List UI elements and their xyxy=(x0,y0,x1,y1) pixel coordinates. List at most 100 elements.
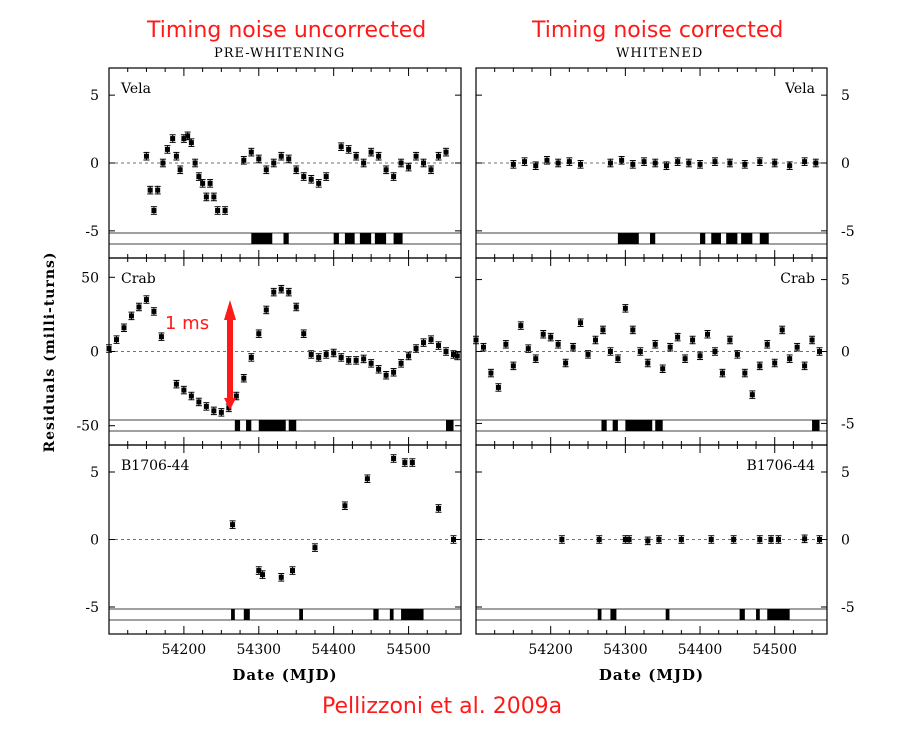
data-point xyxy=(375,151,382,161)
data-marker xyxy=(421,160,427,166)
data-point xyxy=(214,206,221,215)
data-marker xyxy=(667,344,673,350)
data-marker xyxy=(278,574,284,580)
data-marker xyxy=(742,370,748,376)
data-point xyxy=(570,342,577,352)
data-marker xyxy=(391,369,397,375)
right-column-title: Timing noise corrected xyxy=(532,18,784,43)
y-tick-label: -5 xyxy=(841,600,855,616)
data-point xyxy=(188,391,195,401)
data-point xyxy=(629,325,636,335)
data-marker xyxy=(383,167,389,173)
data-point xyxy=(510,160,517,169)
data-point xyxy=(443,147,450,157)
left-column-subtitle: PRE-WHITENING xyxy=(214,46,346,61)
data-marker xyxy=(164,146,170,152)
data-point xyxy=(726,335,733,345)
observation-block xyxy=(446,420,454,431)
data-point xyxy=(487,368,494,378)
data-marker xyxy=(578,320,584,326)
data-point xyxy=(353,151,360,161)
data-marker xyxy=(181,387,187,393)
data-point xyxy=(360,354,367,364)
data-marker xyxy=(757,363,763,369)
data-marker xyxy=(641,159,647,165)
data-marker xyxy=(443,149,449,155)
data-marker xyxy=(731,537,737,542)
data-point xyxy=(390,172,397,181)
y-tick-label: 5 xyxy=(90,465,99,481)
data-point xyxy=(435,504,442,513)
data-marker xyxy=(817,537,823,542)
observation-block xyxy=(767,609,790,620)
data-point xyxy=(248,353,255,362)
data-marker xyxy=(308,176,314,182)
x-tick-label: 54200 xyxy=(162,642,207,658)
data-marker xyxy=(712,159,718,165)
data-marker xyxy=(652,160,658,166)
data-point xyxy=(255,329,262,338)
data-marker xyxy=(779,327,785,333)
data-marker xyxy=(488,370,494,376)
data-marker xyxy=(256,568,262,574)
data-point xyxy=(315,353,322,362)
data-marker xyxy=(503,341,509,347)
data-point xyxy=(270,287,277,297)
data-marker xyxy=(409,460,415,466)
panel-label: B1706-44 xyxy=(121,458,190,474)
data-marker xyxy=(353,153,359,159)
data-point xyxy=(364,474,371,484)
data-marker xyxy=(522,159,528,165)
data-marker xyxy=(566,159,572,165)
data-marker xyxy=(113,337,119,343)
data-marker xyxy=(637,349,643,354)
data-point xyxy=(756,361,763,371)
data-point xyxy=(233,391,240,401)
data-point xyxy=(159,158,166,168)
data-point xyxy=(502,340,509,349)
data-marker xyxy=(323,174,329,180)
data-marker xyxy=(570,344,576,350)
data-marker xyxy=(480,344,486,350)
data-point xyxy=(398,359,405,368)
data-point xyxy=(689,335,696,345)
data-point xyxy=(450,535,457,544)
data-point xyxy=(210,406,217,416)
y-tick-label: -5 xyxy=(85,600,99,616)
data-point xyxy=(345,145,352,154)
data-point xyxy=(188,138,195,147)
data-point xyxy=(263,305,270,315)
observation-block xyxy=(234,420,241,431)
data-point xyxy=(308,350,315,359)
data-point xyxy=(203,402,210,411)
data-marker xyxy=(293,167,299,173)
data-point xyxy=(330,348,337,358)
data-marker xyxy=(802,159,808,165)
observation-block xyxy=(389,609,394,620)
data-marker xyxy=(271,289,277,295)
data-point xyxy=(816,535,823,544)
data-marker xyxy=(368,360,374,366)
observation-block xyxy=(299,609,303,620)
data-point xyxy=(420,158,427,168)
data-marker xyxy=(233,393,239,399)
data-marker xyxy=(690,337,696,343)
data-point xyxy=(285,287,292,297)
annotation-label: 1 ms xyxy=(165,313,209,334)
observation-block xyxy=(258,420,286,431)
data-point xyxy=(779,325,786,335)
data-marker xyxy=(248,149,254,155)
data-marker xyxy=(181,136,187,142)
data-point xyxy=(652,340,659,349)
data-point xyxy=(150,307,157,316)
data-marker xyxy=(749,392,755,398)
observation-block xyxy=(612,420,618,431)
data-marker xyxy=(548,334,554,340)
data-marker xyxy=(230,522,236,528)
data-marker xyxy=(406,353,412,359)
data-point xyxy=(184,131,191,141)
y-tick-label: 5 xyxy=(841,465,850,481)
data-marker xyxy=(256,156,262,162)
observation-block xyxy=(601,420,607,431)
